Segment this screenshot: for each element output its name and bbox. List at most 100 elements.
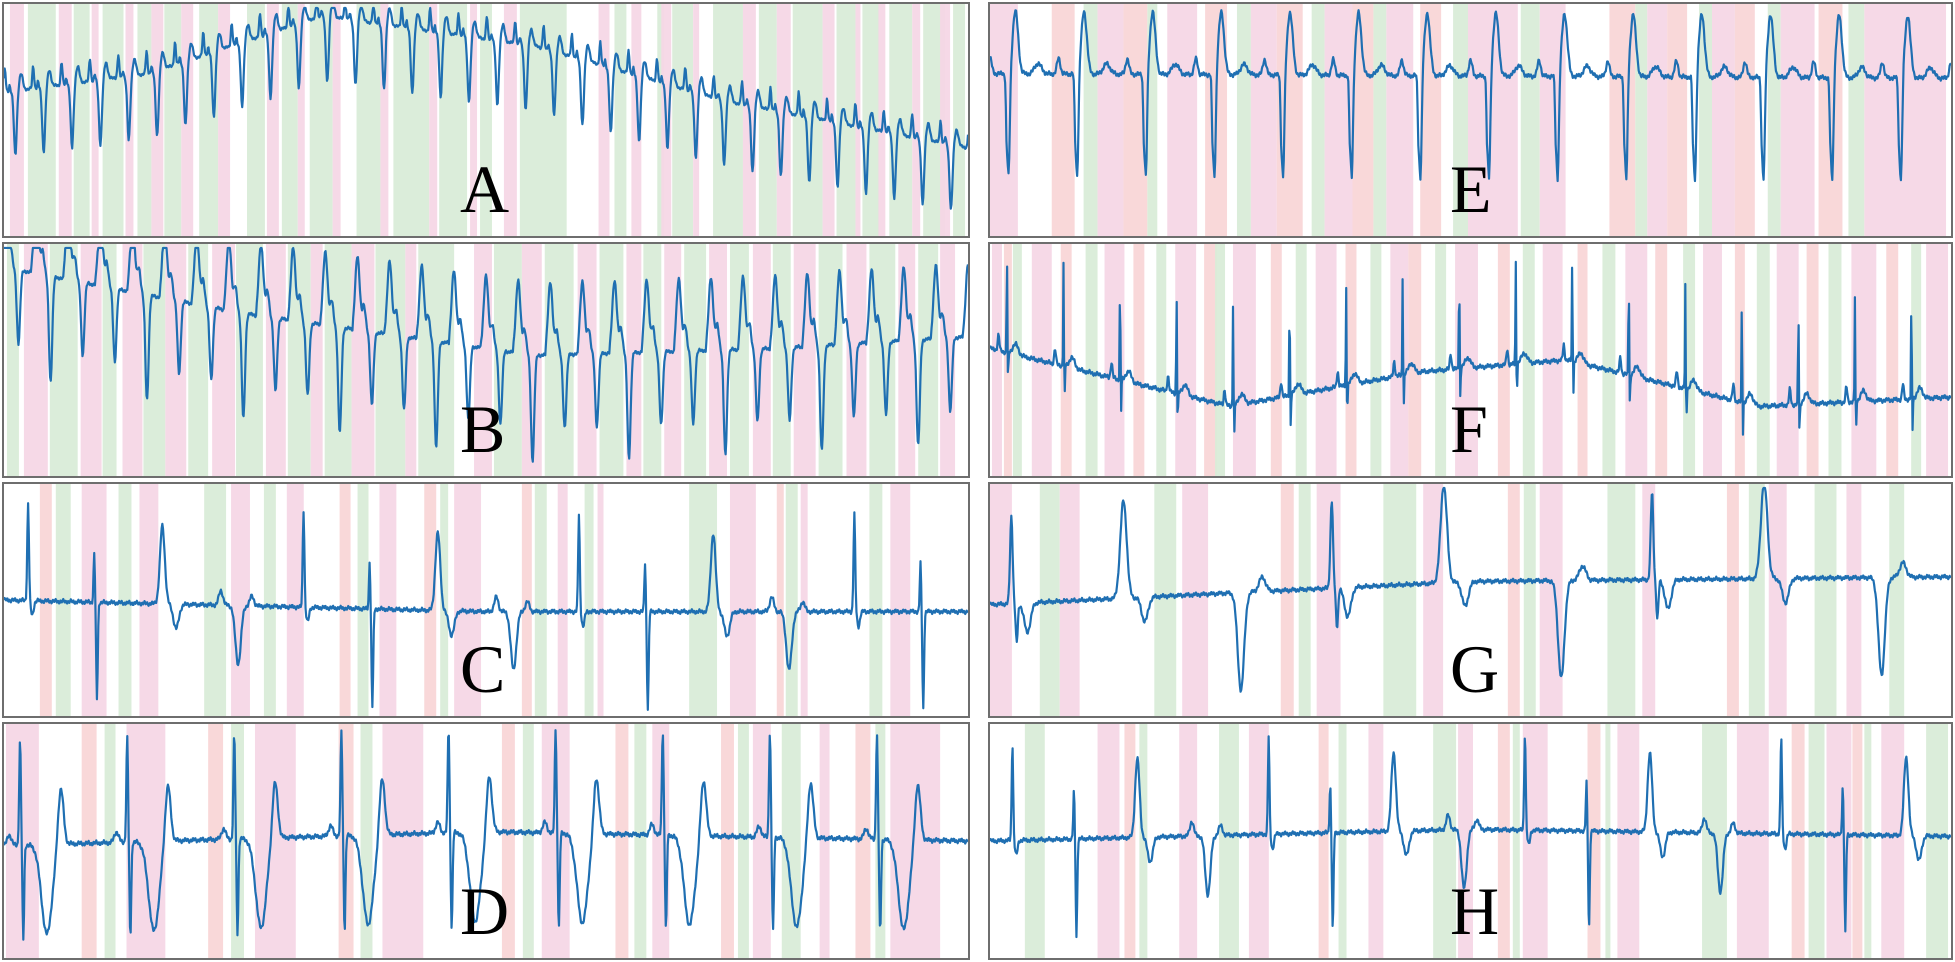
attribution-band-green: [143, 244, 166, 476]
panel-c: C: [2, 482, 970, 718]
attribution-band-red: [1655, 244, 1668, 476]
attribution-band-red: [1734, 4, 1755, 236]
attribution-band-green: [102, 4, 124, 236]
attribution-band-red: [1497, 724, 1510, 958]
attribution-band-green: [792, 4, 823, 236]
attribution-band-pink: [1625, 244, 1648, 476]
attribution-band-pink: [332, 4, 341, 236]
attribution-band-green: [6, 244, 19, 476]
attribution-band-pink: [405, 244, 417, 476]
attribution-band-pink: [380, 4, 389, 236]
attribution-band-pink: [990, 4, 1018, 236]
ecg-plot-a: [4, 4, 968, 236]
attribution-band-green: [1139, 724, 1148, 958]
attribution-band-pink: [793, 244, 816, 476]
attribution-band-green: [1748, 484, 1765, 716]
attribution-band-red: [1667, 4, 1688, 236]
attribution-band-green: [1012, 244, 1022, 476]
ecg-trace: [990, 9, 1951, 183]
attribution-band-pink: [470, 4, 478, 236]
attribution-band-pink: [1423, 484, 1444, 716]
attribution-band-green: [1523, 484, 1536, 716]
attribution-band-green: [1699, 4, 1712, 236]
attribution-band-pink: [297, 4, 305, 236]
attribution-band-pink: [231, 484, 250, 716]
ecg-trace: [4, 6, 968, 210]
attribution-band-pink: [1768, 484, 1787, 716]
attribution-band-green: [614, 4, 627, 236]
attribution-band-pink: [1179, 724, 1198, 958]
attribution-band-pink: [474, 244, 492, 476]
attribution-band-pink: [429, 4, 438, 236]
attribution-band-pink: [122, 244, 143, 476]
attribution-band-pink: [1642, 484, 1656, 716]
attribution-band-pink: [1703, 244, 1722, 476]
attribution-band-red: [1726, 484, 1739, 716]
panel-f: F: [988, 242, 1953, 478]
attribution-band-pink: [181, 4, 194, 236]
attribution-band-green: [1683, 244, 1696, 476]
attribution-band-green: [164, 4, 182, 236]
attribution-band-green: [1453, 4, 1469, 236]
attribution-band-pink: [58, 4, 72, 236]
attribution-band-green: [1083, 4, 1098, 236]
attribution-band-green: [1602, 244, 1616, 476]
attribution-band-green: [599, 244, 624, 476]
attribution-band-green: [953, 4, 966, 236]
attribution-band-pink: [126, 724, 166, 958]
attribution-band-red: [339, 484, 351, 716]
panel-h: H: [988, 722, 1953, 960]
attribution-band-green: [522, 724, 534, 958]
attribution-band-green: [137, 4, 152, 236]
attribution-band-green: [1298, 484, 1311, 716]
attribution-band-green: [634, 724, 647, 958]
attribution-band-pink: [1881, 724, 1905, 958]
attribution-band-pink: [454, 484, 482, 716]
attribution-band-green: [729, 244, 749, 476]
attribution-band-pink: [139, 484, 159, 716]
attribution-band-red: [424, 484, 437, 716]
attribution-band-red: [1734, 244, 1745, 476]
attribution-band-green: [375, 244, 406, 476]
ecg-trace: [990, 735, 1951, 939]
attribution-band-red: [1408, 244, 1422, 476]
attribution-band-pink: [1647, 4, 1668, 236]
attribution-band-red: [1886, 244, 1899, 476]
attribution-band-pink: [1458, 724, 1473, 958]
attribution-band-green: [1520, 4, 1540, 236]
ecg-trace: [4, 246, 968, 463]
panel-e: E: [988, 2, 1953, 238]
attribution-band-pink: [1175, 244, 1197, 476]
attribution-band-red: [1060, 244, 1072, 476]
ecg-trace: [4, 729, 968, 941]
attribution-band-red: [1051, 4, 1075, 236]
attribution-band-pink: [1232, 244, 1256, 476]
attribution-band-green: [1607, 484, 1636, 716]
attribution-band-pink: [1316, 484, 1341, 716]
attribution-band-green: [1435, 244, 1447, 476]
panel-d: D: [2, 722, 970, 960]
attribution-band-green: [923, 4, 946, 236]
attribution-band-pink: [1539, 484, 1563, 716]
attribution-band-pink: [631, 4, 642, 236]
attribution-band-pink: [91, 4, 99, 236]
attribution-band-green: [1814, 484, 1837, 716]
attribution-band-pink: [1167, 4, 1198, 236]
attribution-band-green: [199, 4, 219, 236]
attribution-band-pink: [310, 244, 323, 476]
attribution-band-green: [1889, 484, 1905, 716]
panel-b: B: [2, 242, 970, 478]
attribution-band-pink: [1780, 4, 1815, 236]
attribution-band-green: [1848, 4, 1865, 236]
attribution-band-green: [737, 724, 749, 958]
ecg-trace: [4, 502, 968, 711]
attribution-band-green: [1756, 244, 1770, 476]
attribution-band-green: [1219, 724, 1239, 958]
attribution-band-green: [1767, 4, 1781, 236]
attribution-band-green: [118, 484, 132, 716]
attribution-band-green: [1085, 244, 1098, 476]
attribution-band-green: [287, 244, 311, 476]
attribution-band-green: [1295, 244, 1307, 476]
attribution-band-pink: [266, 4, 279, 236]
attribution-band-green: [534, 484, 547, 716]
